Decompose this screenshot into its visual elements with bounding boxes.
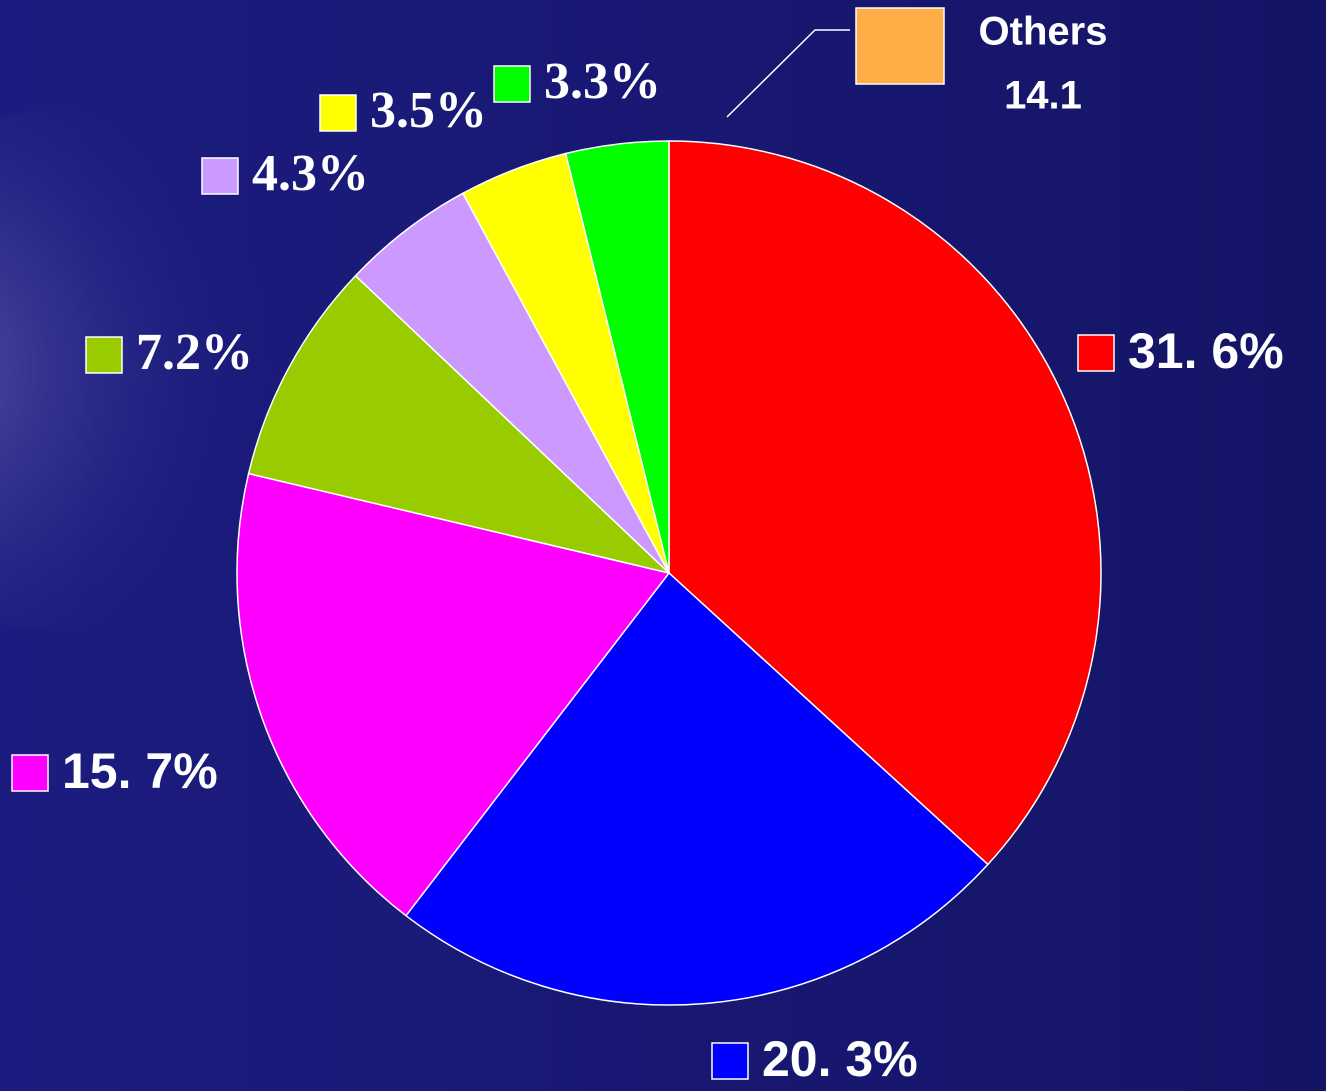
legend-swatch	[711, 1042, 749, 1080]
data-label: 31. 6%	[1128, 323, 1284, 379]
pie-slice	[404, 571, 989, 1006]
others-value: 14.1	[1004, 74, 1082, 118]
data-label: 3.5%	[370, 82, 487, 139]
data-label: 20. 3%	[762, 1031, 918, 1087]
pie-slice	[564, 140, 670, 574]
legend-swatch	[493, 65, 531, 103]
pie-slice	[236, 472, 671, 917]
legend-swatch	[319, 94, 357, 132]
data-label: 7.2%	[136, 324, 253, 381]
legend-swatch	[1077, 334, 1115, 372]
data-label: 4.3%	[252, 145, 369, 202]
leader-line	[726, 29, 850, 118]
legend-swatch	[85, 336, 123, 374]
gear-decoration	[0, 110, 320, 630]
data-label: 3.3%	[544, 53, 661, 110]
pie-slice	[247, 274, 672, 575]
data-label: 15. 7%	[62, 743, 218, 799]
legend-swatch	[201, 157, 239, 195]
legend-swatch	[11, 754, 49, 792]
others-swatch	[855, 7, 945, 85]
others-label: Others	[979, 10, 1108, 54]
pie-slice	[668, 140, 1102, 866]
